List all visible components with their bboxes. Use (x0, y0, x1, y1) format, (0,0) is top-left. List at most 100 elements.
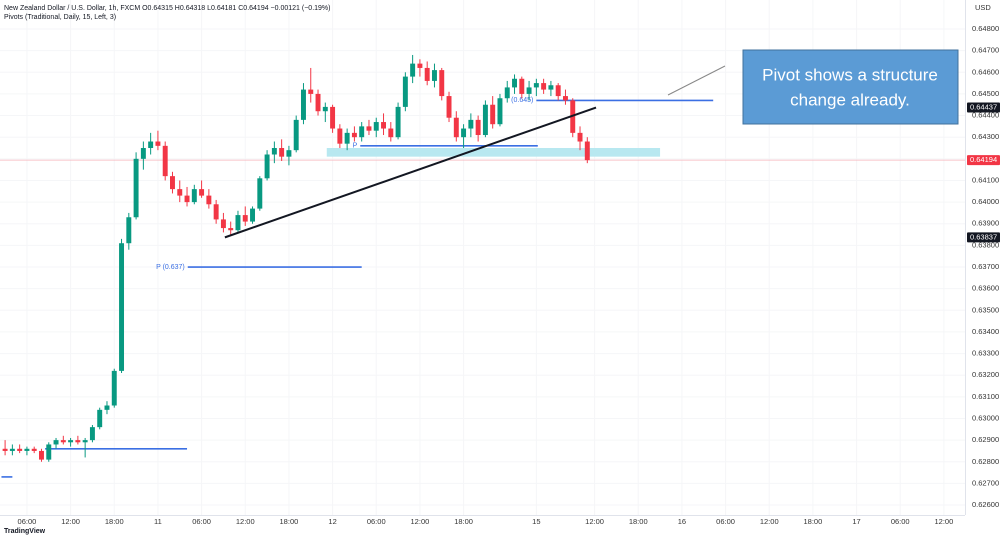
callout-text: change already. (790, 90, 910, 109)
candle-body (308, 89, 314, 94)
callout-box (742, 49, 959, 125)
indicator-label: Pivots (Traditional, Daily, 15, Left, 3) (4, 14, 116, 21)
axes: 0.62600 0.62700 0.62800 0.62900 0.63000 0.631… (18, 24, 1000, 526)
candle-body (279, 148, 285, 157)
callout-text: Pivot shows a structure (762, 65, 938, 84)
y-tick-label: 0.64000 (972, 197, 999, 206)
x-tick-label: 12:00 (760, 517, 779, 526)
candle-body (206, 195, 212, 205)
candle-body (126, 217, 132, 244)
candle-body (519, 78, 525, 94)
chart-title: New Zealand Dollar / U.S. Dollar, 1h, FX… (4, 5, 330, 12)
y-tick-label: 0.63500 (972, 305, 999, 314)
x-tick-label: 06:00 (891, 517, 910, 526)
candle-body (162, 145, 168, 177)
candle-body (39, 450, 44, 460)
trendline (224, 106, 597, 239)
candle-body (177, 189, 183, 196)
x-tick-label: 12:00 (61, 517, 80, 526)
candle-body (133, 158, 139, 218)
candle-body (140, 148, 146, 159)
candle-body (257, 178, 263, 209)
candle-body (330, 106, 336, 129)
y-tick-label: 0.63400 (972, 327, 999, 336)
candle-body (220, 219, 226, 229)
candle-body (395, 106, 401, 138)
candle-body (170, 176, 175, 190)
candle-body (286, 150, 292, 157)
candle-body (75, 440, 81, 443)
watermark: TradingView (4, 528, 46, 535)
price-tag (967, 232, 1000, 243)
price-tag-label: 0.64437 (970, 103, 997, 112)
candle-body (264, 154, 270, 179)
x-tick-label: 15 (532, 517, 540, 526)
callout-pointer (667, 65, 726, 96)
candle-body (475, 119, 481, 136)
x-tick-label: 18:00 (454, 517, 473, 526)
x-tick-label: 12:00 (411, 517, 430, 526)
candle-body (497, 98, 503, 125)
candle-body (424, 67, 430, 81)
x-tick-label: 18:00 (804, 517, 823, 526)
y-tick-label: 0.63300 (972, 349, 999, 358)
pivot-label: (0.645) (511, 97, 533, 104)
candle-body (359, 126, 365, 138)
candle-body (490, 104, 496, 125)
y-tick-label: 0.63000 (972, 413, 999, 422)
candle-body (191, 189, 197, 203)
candle-body (344, 132, 350, 144)
y-tick-label: 0.62700 (972, 478, 999, 487)
x-tick-label: 12 (328, 517, 336, 526)
candle-body (584, 141, 590, 161)
candle-body (53, 440, 59, 445)
candle-body (533, 83, 539, 88)
y-tick-label: 0.64100 (972, 175, 999, 184)
price-tag (967, 102, 1000, 113)
candle-body (410, 63, 416, 77)
last-price-tag (967, 155, 1000, 166)
candle-body (453, 117, 459, 138)
candle-body (541, 83, 547, 90)
x-tick-label: 18:00 (629, 517, 648, 526)
plot-area: P (0.637) P (0.645) (0, 54, 965, 478)
candle-body (46, 444, 52, 460)
x-tick-label: 11 (154, 517, 162, 526)
y-tick-label: 0.63200 (972, 370, 999, 379)
candle-body (300, 89, 306, 120)
x-tick-label: 18:00 (105, 517, 124, 526)
candle-body (322, 106, 328, 112)
y-tick-label: 0.64600 (972, 67, 999, 76)
y-tick-label: 0.64700 (972, 46, 999, 55)
candle-body (293, 119, 299, 151)
y-tick-label: 0.63600 (972, 284, 999, 293)
candle-body (461, 128, 467, 138)
candle-body (315, 93, 321, 112)
candle-body (250, 208, 256, 222)
x-tick-label: 06:00 (367, 517, 386, 526)
x-tick-label: 12:00 (935, 517, 954, 526)
candle-body (555, 85, 561, 97)
candle-body (373, 122, 379, 131)
x-tick-label: 17 (852, 517, 860, 526)
y-tick-label: 0.64500 (972, 89, 999, 98)
candle-body (24, 448, 30, 451)
candle-body (482, 104, 488, 136)
candle-body (155, 141, 161, 146)
candle-body (548, 85, 554, 90)
candle-body (9, 448, 15, 451)
candle-body (111, 370, 117, 406)
zone (326, 148, 661, 157)
pivot-label: P (0.637) (156, 264, 185, 271)
candle-body (446, 96, 452, 118)
y-tick-label: 0.62900 (972, 435, 999, 444)
candle-body (439, 70, 445, 97)
candle-body (351, 132, 357, 138)
candle-body (468, 119, 474, 129)
x-tick-label: 12:00 (585, 517, 604, 526)
candle-body (2, 448, 8, 451)
y-tick-label: 0.63100 (972, 392, 999, 401)
candle-body (82, 440, 88, 443)
y-tick-label: 0.63800 (972, 240, 999, 249)
